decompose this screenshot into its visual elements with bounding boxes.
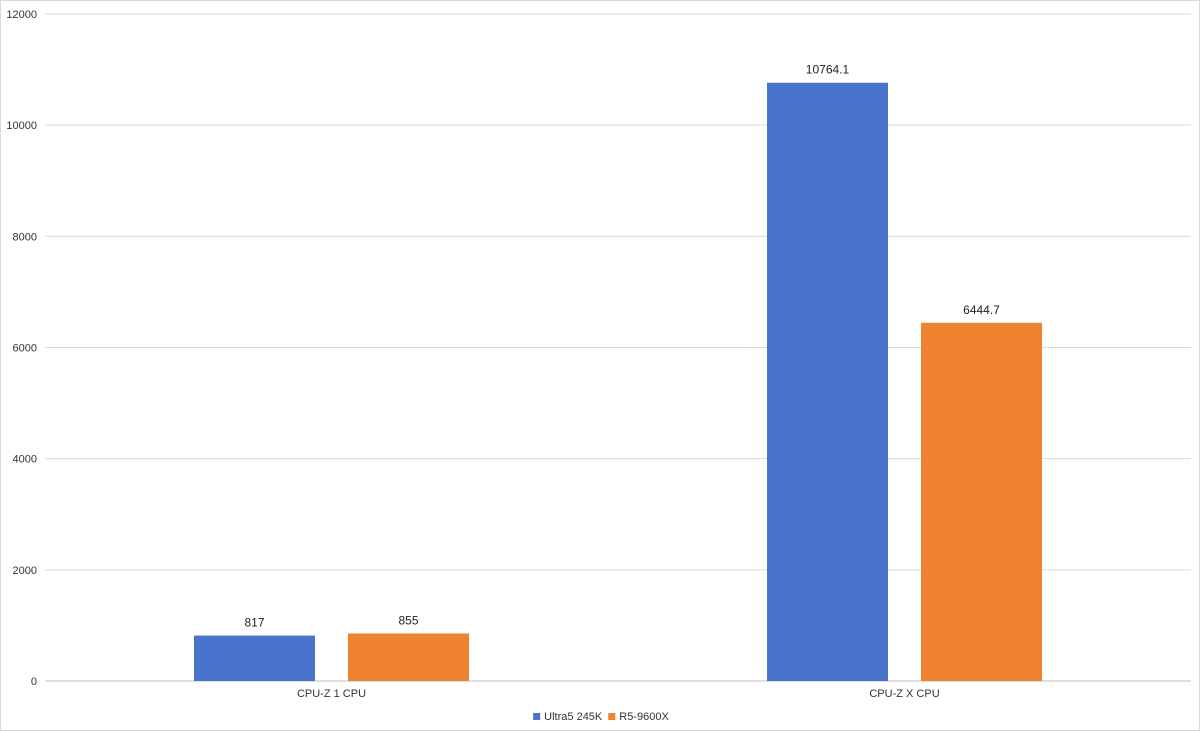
bar-r5-9600x-2	[921, 322, 1042, 681]
y-tick-label: 2000	[13, 565, 37, 577]
x-category-label: CPU-Z 1 CPU	[297, 688, 366, 700]
x-axis-categories: CPU-Z 1 CPU CPU-Z X CPU	[297, 688, 940, 700]
bar-r5-9600x-1	[348, 633, 469, 681]
data-label: 817	[244, 616, 264, 630]
legend: Ultra5 245K R5-9600X	[533, 711, 669, 723]
bars	[194, 82, 1042, 682]
y-tick-label: 6000	[13, 343, 37, 355]
y-tick-label: 12000	[6, 9, 37, 21]
legend-swatch	[533, 713, 541, 720]
y-tick-label: 0	[31, 676, 37, 688]
bar-ultra5-245k-2	[767, 82, 888, 682]
data-label: 10764.1	[806, 63, 850, 77]
legend-swatch	[608, 713, 616, 720]
legend-label: Ultra5 245K	[544, 711, 603, 723]
bar-ultra5-245k-1	[194, 635, 315, 681]
data-label: 855	[398, 613, 418, 627]
gridlines	[45, 13, 1191, 682]
y-tick-label: 8000	[13, 231, 37, 243]
y-axis-ticks: 0 2000 4000 6000 8000 10000 12000	[6, 9, 37, 688]
y-tick-label: 4000	[13, 454, 37, 466]
data-labels: 817 855 10764.1 6444.7	[244, 63, 1000, 630]
y-tick-label: 10000	[6, 120, 37, 132]
x-category-label: CPU-Z X CPU	[869, 688, 939, 700]
legend-label: R5-9600X	[619, 711, 669, 723]
data-label: 6444.7	[963, 303, 1000, 317]
